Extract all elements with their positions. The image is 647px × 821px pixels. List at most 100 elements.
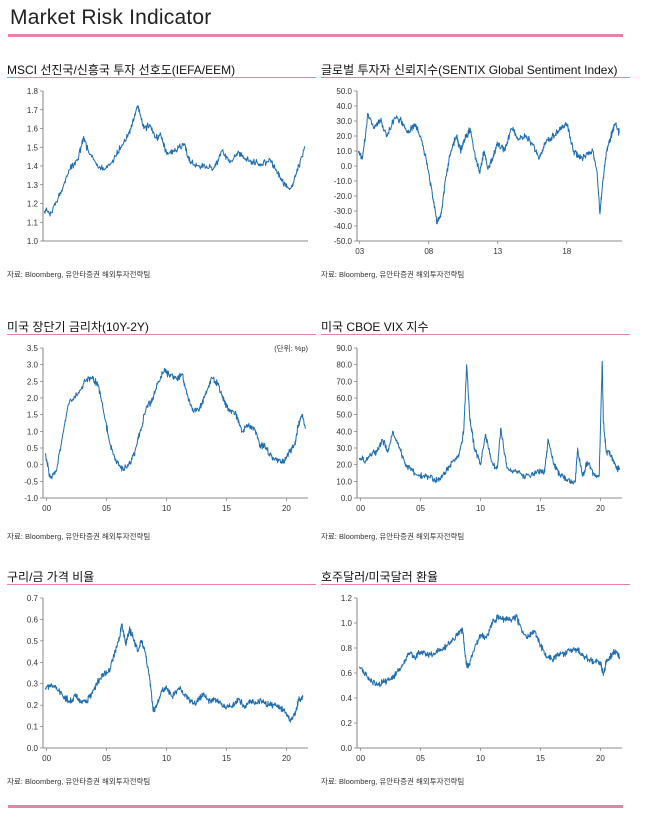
source-note: 자료: Bloomberg, 유안타증권 해외투자전략팀 bbox=[7, 777, 151, 786]
y-tick-label: 0.5 bbox=[27, 444, 39, 453]
x-tick-label: 00 bbox=[42, 754, 51, 763]
y-tick-label: 0.0 bbox=[341, 744, 353, 753]
panel-rule bbox=[321, 77, 630, 78]
y-tick-label: -40.0 bbox=[334, 222, 353, 231]
y-tick-label: 1.6 bbox=[27, 125, 39, 134]
page-title: Market Risk Indicator bbox=[10, 6, 212, 29]
y-tick-label: 2.5 bbox=[27, 377, 39, 386]
chart-plot: 90.080.070.060.050.040.030.020.010.00.00… bbox=[336, 344, 622, 513]
x-tick-label: 10 bbox=[476, 754, 485, 763]
x-tick-label: 05 bbox=[416, 504, 425, 513]
source-note: 자료: Bloomberg, 유안타증권 해외투자전략팀 bbox=[321, 532, 465, 541]
y-tick-label: 70.0 bbox=[336, 377, 352, 386]
y-tick-label: 30.0 bbox=[336, 117, 352, 126]
unit-label: (단위: %p) bbox=[274, 343, 308, 353]
y-tick-label: 50.0 bbox=[336, 87, 352, 96]
y-tick-label: 0.6 bbox=[27, 615, 39, 624]
y-tick-label: 20.0 bbox=[336, 132, 352, 141]
y-tick-label: 0.4 bbox=[341, 694, 353, 703]
x-tick-label: 15 bbox=[536, 754, 545, 763]
chart-title: MSCI 선진국/신흥국 투자 선호도(IEFA/EEM) bbox=[7, 63, 236, 77]
header-rule bbox=[8, 34, 623, 37]
y-tick-label: 10.0 bbox=[336, 477, 352, 486]
y-tick-label: 40.0 bbox=[336, 427, 352, 436]
y-tick-label: 90.0 bbox=[336, 344, 352, 353]
y-tick-label: 1.5 bbox=[27, 143, 39, 152]
series-line bbox=[358, 613, 621, 688]
x-tick-label: 20 bbox=[596, 754, 605, 763]
x-tick-label: 15 bbox=[222, 754, 231, 763]
y-tick-label: 30.0 bbox=[336, 444, 352, 453]
x-tick-label: 08 bbox=[424, 247, 433, 256]
source-note: 자료: Bloomberg, 유안타증권 해외투자전략팀 bbox=[7, 270, 151, 279]
chart-title: 미국 장단기 금리차(10Y-2Y) bbox=[7, 320, 149, 334]
y-tick-label: -10.0 bbox=[334, 177, 353, 186]
y-tick-label: 0.0 bbox=[341, 162, 353, 171]
source-note: 자료: Bloomberg, 유안타증권 해외투자전략팀 bbox=[7, 532, 151, 541]
y-tick-label: 0.0 bbox=[27, 461, 39, 470]
y-tick-label: -20.0 bbox=[334, 192, 353, 201]
x-tick-label: 15 bbox=[222, 504, 231, 513]
y-tick-label: 10.0 bbox=[336, 147, 352, 156]
x-tick-label: 10 bbox=[162, 754, 171, 763]
series-line bbox=[357, 113, 620, 225]
x-tick-label: 13 bbox=[493, 247, 502, 256]
series-line bbox=[358, 360, 621, 485]
y-tick-label: 0.2 bbox=[27, 701, 39, 710]
y-tick-label: 1.7 bbox=[27, 106, 39, 115]
y-tick-label: 1.0 bbox=[27, 427, 39, 436]
y-tick-label: -30.0 bbox=[334, 207, 353, 216]
y-tick-label: -50.0 bbox=[334, 237, 353, 246]
y-tick-label: 3.0 bbox=[27, 361, 39, 370]
x-tick-label: 10 bbox=[476, 504, 485, 513]
y-tick-label: 20.0 bbox=[336, 461, 352, 470]
y-tick-label: 0.1 bbox=[27, 723, 39, 732]
source-note: 자료: Bloomberg, 유안타증권 해외투자전략팀 bbox=[321, 270, 465, 279]
chart-title: 구리/금 가격 비율 bbox=[7, 570, 95, 584]
source-note: 자료: Bloomberg, 유안타증권 해외투자전략팀 bbox=[321, 777, 465, 786]
footer-rule bbox=[8, 805, 623, 808]
x-tick-label: 00 bbox=[356, 754, 365, 763]
chart-plot: 50.0 40.0 30.0 20.0 10.0 0.0 -10.0 -20.0 -30.0 -4… bbox=[334, 87, 622, 256]
y-tick-label: 0.0 bbox=[27, 744, 39, 753]
x-tick-label: 10 bbox=[162, 504, 171, 513]
panel-rule bbox=[321, 334, 630, 335]
x-tick-label: 05 bbox=[102, 754, 111, 763]
x-tick-label: 15 bbox=[536, 504, 545, 513]
y-tick-label: 1.1 bbox=[27, 218, 39, 227]
y-tick-label: 0.4 bbox=[27, 658, 39, 667]
series-line bbox=[44, 368, 306, 480]
y-tick-label: 0.2 bbox=[341, 719, 353, 728]
panel-rule bbox=[7, 584, 316, 585]
y-tick-label: 1.8 bbox=[27, 87, 39, 96]
chart-plot: 1.2 1.0 0.8 0.6 0.4 0.2 0.000 05 10 15 20 bbox=[341, 594, 622, 763]
y-tick-label: 2.0 bbox=[27, 394, 39, 403]
y-tick-label: 0.0 bbox=[341, 494, 353, 503]
y-tick-label: 3.5 bbox=[27, 344, 39, 353]
panel-rule bbox=[321, 584, 630, 585]
y-tick-label: 80.0 bbox=[336, 361, 352, 370]
x-tick-label: 20 bbox=[282, 504, 291, 513]
chart-title: 미국 CBOE VIX 지수 bbox=[321, 320, 429, 334]
y-tick-label: 1.3 bbox=[27, 181, 39, 190]
y-tick-label: 60.0 bbox=[336, 394, 352, 403]
y-tick-label: -1.0 bbox=[24, 494, 38, 503]
y-tick-label: 0.5 bbox=[27, 637, 39, 646]
y-tick-label: 50.0 bbox=[336, 411, 352, 420]
y-tick-label: 0.6 bbox=[341, 669, 353, 678]
y-tick-label: 1.4 bbox=[27, 162, 39, 171]
x-tick-label: 05 bbox=[102, 504, 111, 513]
series-line bbox=[43, 105, 306, 217]
chart-plot: 3.5 3.0 2.5 2.0 1.5 1.0 0.5 0.0 -0.5 -1.0 00 05 10 15… bbox=[24, 343, 308, 513]
y-tick-label: 0.8 bbox=[341, 644, 353, 653]
y-tick-label: 1.0 bbox=[27, 237, 39, 246]
x-tick-label: 00 bbox=[42, 504, 51, 513]
y-tick-label: 1.2 bbox=[341, 594, 353, 603]
x-tick-label: 00 bbox=[356, 504, 365, 513]
chart-plot: 0.7 0.6 0.5 0.4 0.3 0.2 0.1 0.000 05 10 15 20 bbox=[27, 594, 308, 763]
y-tick-label: -0.5 bbox=[24, 477, 38, 486]
y-tick-label: 1.5 bbox=[27, 411, 39, 420]
chart-title: 호주달러/미국달러 환율 bbox=[321, 570, 439, 584]
y-tick-label: 1.0 bbox=[341, 619, 353, 628]
x-tick-label: 18 bbox=[562, 247, 571, 256]
